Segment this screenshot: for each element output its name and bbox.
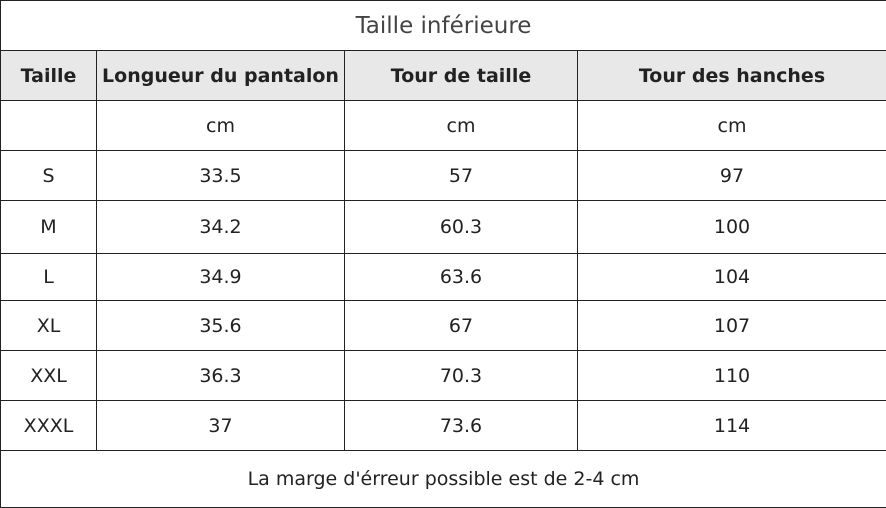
size-cell: XXL (0, 350, 97, 401)
value-cell: 63.6 (344, 253, 578, 301)
value-cell: 110 (577, 350, 886, 401)
value-cell: 60.3 (344, 200, 578, 254)
header-cell: Taille (0, 50, 97, 101)
unit-cell: cm (577, 100, 886, 151)
unit-cell: cm (96, 100, 345, 151)
size-cell: S (0, 150, 97, 201)
table-title: Taille inférieure (0, 0, 886, 51)
size-cell: XL (0, 300, 97, 351)
unit-cell: cm (344, 100, 578, 151)
value-cell: 33.5 (96, 150, 345, 201)
value-cell: 35.6 (96, 300, 345, 351)
value-cell: 73.6 (344, 400, 578, 451)
header-cell: Longueur du pantalon (96, 50, 345, 101)
value-cell: 97 (577, 150, 886, 201)
header-cell: Tour de taille (344, 50, 578, 101)
value-cell: 34.9 (96, 253, 345, 301)
value-cell: 37 (96, 400, 345, 451)
footer-note: La marge d'érreur possible est de 2-4 cm (0, 450, 886, 508)
header-cell: Tour des hanches (577, 50, 886, 101)
value-cell: 57 (344, 150, 578, 201)
value-cell: 67 (344, 300, 578, 351)
value-cell: 36.3 (96, 350, 345, 401)
size-cell: L (0, 253, 97, 301)
size-cell: XXXL (0, 400, 97, 451)
value-cell: 100 (577, 200, 886, 254)
empty-cell (0, 100, 97, 151)
value-cell: 34.2 (96, 200, 345, 254)
value-cell: 70.3 (344, 350, 578, 401)
value-cell: 107 (577, 300, 886, 351)
size-cell: M (0, 200, 97, 254)
value-cell: 114 (577, 400, 886, 451)
value-cell: 104 (577, 253, 886, 301)
